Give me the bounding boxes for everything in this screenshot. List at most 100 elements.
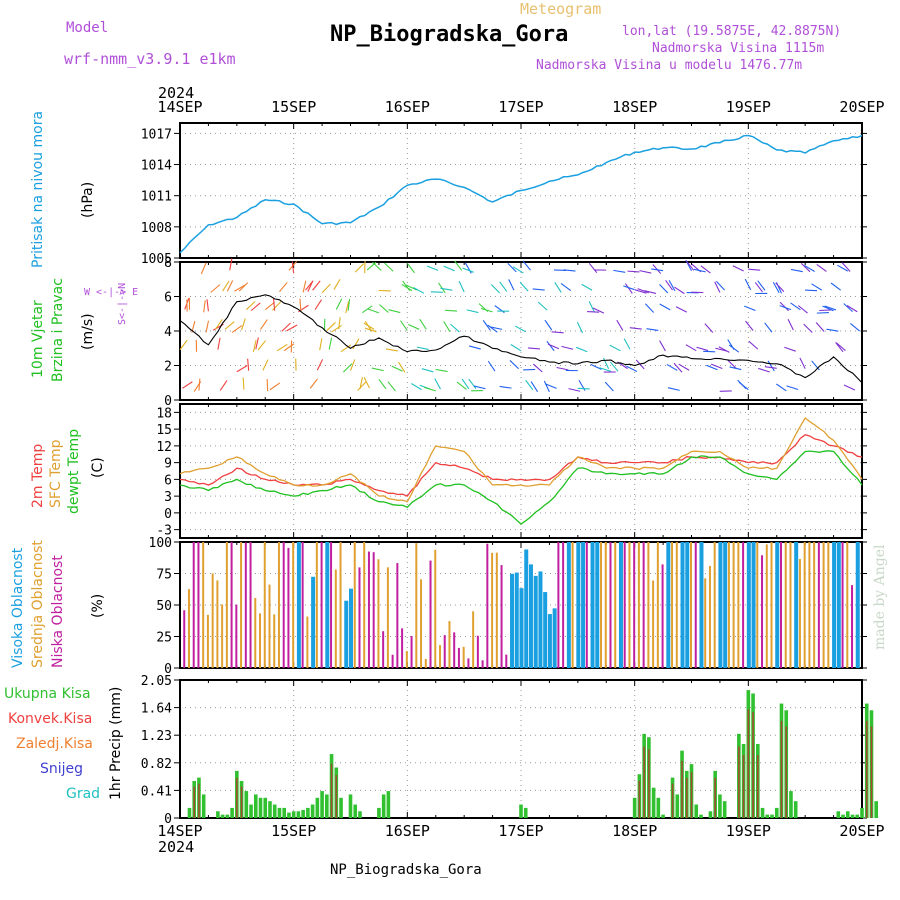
date-label-bottom: 14SEP: [157, 822, 202, 840]
wind-compass-ew: W <-|-> E: [84, 287, 139, 298]
precip-bar: [320, 791, 324, 818]
wind-barb: [205, 320, 210, 333]
wind-barb: [673, 362, 683, 373]
wind-barb: [234, 284, 246, 292]
precip-bar: [519, 804, 523, 818]
precip-bar: [244, 791, 249, 818]
wind-barb: [744, 278, 752, 291]
cloud-bar: [363, 542, 366, 668]
conv-precip-bar: [330, 763, 333, 818]
wind-barb: [629, 327, 642, 330]
y-tick-label: 4: [164, 325, 172, 340]
wind-barb: [816, 312, 829, 314]
wind-barb: [257, 340, 267, 351]
cloud-bar: [263, 542, 266, 668]
wind-barb: [581, 283, 593, 291]
wind-barb: [693, 268, 706, 273]
cloud-bar: [704, 578, 707, 668]
wind-barb: [659, 283, 669, 294]
cloud-bar: [671, 542, 674, 668]
wind-barb: [835, 342, 846, 351]
wind-barb: [508, 279, 515, 291]
cloud-bar: [443, 635, 446, 668]
wind-barb: [507, 262, 517, 273]
wind-barb: [321, 283, 331, 294]
precip-bar: [850, 814, 855, 818]
wind-barb: [281, 322, 291, 332]
wind-barb: [627, 270, 640, 273]
cloud-bar: [405, 651, 408, 668]
wind-barb: [811, 360, 820, 371]
temp-frame: [179, 403, 863, 539]
wind-barb: [626, 365, 638, 373]
wind-barb: [624, 283, 633, 294]
conv-precip-bar: [643, 746, 645, 818]
y-tick-label: 1017: [141, 127, 172, 142]
y-tick-label: 1011: [141, 190, 172, 205]
precip-bar: [220, 814, 225, 818]
cloud-bar: [273, 614, 276, 668]
cloud-bar: [528, 564, 533, 668]
wind-barb: [652, 264, 662, 274]
cloud-bar: [652, 580, 655, 668]
wind-barb: [410, 382, 422, 391]
precip-bar: [694, 804, 699, 818]
cloud-bar: [566, 542, 571, 668]
wind-barb: [779, 305, 792, 311]
cloud-bar: [855, 542, 860, 668]
cloud-bar: [779, 542, 782, 668]
wind-barb: [367, 308, 380, 314]
y-tick-label: 6: [164, 473, 172, 488]
wind-barb: [345, 301, 350, 314]
cloud-bar: [486, 543, 489, 668]
cloud-bar: [476, 635, 479, 668]
precip-bar: [770, 814, 774, 818]
precip-bar: [523, 807, 528, 818]
wind-barb: [312, 280, 321, 291]
conv-precip-bar: [780, 720, 783, 818]
wind-barb: [732, 265, 744, 272]
cloud-bar: [420, 579, 423, 668]
y-tick-label: 0: [164, 812, 172, 827]
wind-barb: [384, 262, 394, 272]
cloud-bar: [401, 628, 404, 668]
cloud-bar: [817, 542, 820, 668]
wind-barb: [179, 339, 188, 351]
wind-barb: [727, 359, 737, 370]
wind-barb: [644, 303, 655, 313]
model-elevation-label: Nadmorska Visina u modelu 1476.77m: [536, 58, 803, 73]
date-label-bottom: 19SEP: [726, 822, 771, 840]
precip-bar: [325, 794, 329, 818]
model-name: wrf-nmm_v3.9.1 e1km: [64, 50, 236, 68]
precip-bar: [230, 807, 234, 818]
wind-barb: [568, 388, 581, 392]
precip-label-frz: Zaledj.Kisa: [16, 736, 93, 752]
wind-barb: [523, 368, 536, 371]
y-tick-label: 100: [149, 536, 172, 551]
wind-barb: [314, 299, 322, 311]
y-tick-label: 8: [164, 256, 172, 271]
precip-bar: [282, 807, 286, 818]
precip-bar: [225, 814, 230, 818]
wind-barb: [634, 289, 647, 294]
cloud-bar: [349, 588, 353, 668]
conv-precip-bar: [690, 772, 693, 818]
cloud-bar: [623, 542, 626, 668]
wind-barb: [776, 383, 787, 392]
cloud-bar: [581, 542, 586, 668]
date-label-bottom: 20SEP: [839, 822, 884, 840]
wind-barb: [590, 363, 602, 370]
cloud-bar: [723, 542, 728, 668]
wind-barb: [379, 304, 389, 313]
cloud-bar: [836, 542, 841, 668]
pressure-frame: [179, 122, 863, 259]
cloud-bar: [510, 573, 515, 668]
cloud-bar: [595, 542, 600, 668]
cloud-bar: [491, 552, 494, 668]
precip-label-total: Ukupna Kisa: [4, 686, 91, 702]
date-label-bottom: 16SEP: [385, 822, 430, 840]
wind-barb: [644, 290, 657, 294]
wind-barb: [328, 337, 333, 350]
y-tick-label: 1008: [141, 221, 172, 236]
wind-barb: [203, 300, 206, 313]
